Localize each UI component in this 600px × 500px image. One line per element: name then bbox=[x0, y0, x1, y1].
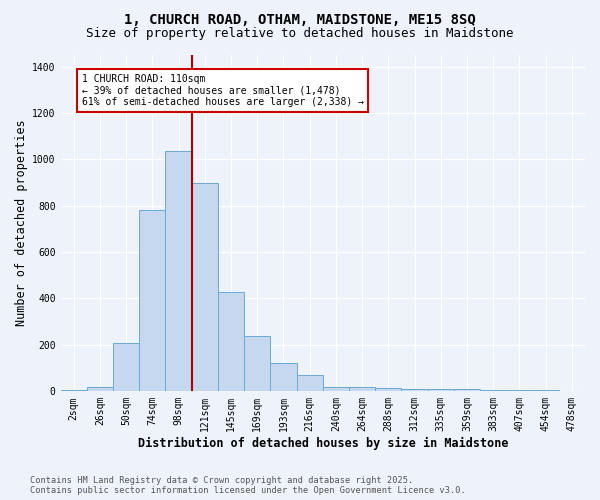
Bar bbox=[401, 389, 428, 391]
Bar bbox=[61, 390, 87, 391]
Y-axis label: Number of detached properties: Number of detached properties bbox=[15, 120, 28, 326]
Bar bbox=[87, 386, 113, 391]
Bar bbox=[218, 292, 244, 391]
Bar bbox=[480, 390, 506, 391]
Text: Contains HM Land Registry data © Crown copyright and database right 2025.
Contai: Contains HM Land Registry data © Crown c… bbox=[30, 476, 466, 495]
Bar bbox=[454, 390, 480, 391]
Bar bbox=[375, 388, 401, 391]
Bar bbox=[506, 390, 533, 391]
Text: 1, CHURCH ROAD, OTHAM, MAIDSTONE, ME15 8SQ: 1, CHURCH ROAD, OTHAM, MAIDSTONE, ME15 8… bbox=[124, 12, 476, 26]
Text: 1 CHURCH ROAD: 110sqm
← 39% of detached houses are smaller (1,478)
61% of semi-d: 1 CHURCH ROAD: 110sqm ← 39% of detached … bbox=[82, 74, 364, 107]
Bar bbox=[349, 386, 375, 391]
Bar bbox=[533, 390, 559, 391]
Bar bbox=[428, 389, 454, 391]
Bar bbox=[271, 364, 296, 391]
Bar bbox=[244, 336, 271, 391]
X-axis label: Distribution of detached houses by size in Maidstone: Distribution of detached houses by size … bbox=[137, 437, 508, 450]
Bar bbox=[139, 210, 166, 391]
Text: Size of property relative to detached houses in Maidstone: Size of property relative to detached ho… bbox=[86, 28, 514, 40]
Bar bbox=[296, 375, 323, 391]
Bar bbox=[166, 151, 191, 391]
Bar bbox=[191, 182, 218, 391]
Bar bbox=[323, 386, 349, 391]
Bar bbox=[113, 342, 139, 391]
